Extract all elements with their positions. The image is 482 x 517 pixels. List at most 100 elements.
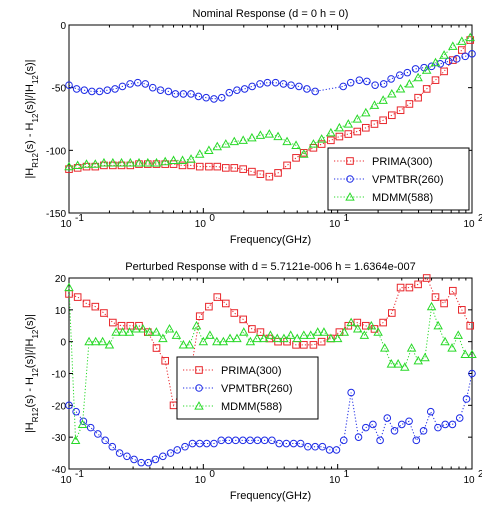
chart2-ytick-label: 0 xyxy=(60,338,66,349)
chart2-data-point xyxy=(239,327,249,336)
chart2-data-point xyxy=(164,324,175,333)
chart1-legend-marker xyxy=(345,192,355,201)
chart1-data-point xyxy=(72,85,81,93)
chart1-data-point xyxy=(316,134,327,143)
chart2-data-point xyxy=(124,327,135,336)
chart2-data-point xyxy=(373,327,383,336)
chart2-data-point xyxy=(224,436,233,445)
chart2-data-point xyxy=(390,427,399,435)
chart1-data-point xyxy=(362,123,370,132)
chart1-data-point xyxy=(178,161,187,170)
chart2-data-point xyxy=(441,420,450,429)
chart1-data-point xyxy=(274,169,282,177)
chart2-ytick-label: -30 xyxy=(52,433,67,444)
chart2-data-point xyxy=(72,407,80,416)
chart1-legend: PRIMA(300) VPMTBR(260) MDMM(588) xyxy=(327,147,470,211)
chart2-data-point xyxy=(366,320,377,330)
chart1-data-point xyxy=(317,140,326,148)
chart1-data-point xyxy=(213,162,222,171)
chart2-ylabel-part: |H xyxy=(24,422,36,433)
chart1-data-point xyxy=(230,164,239,172)
chart2-data-point xyxy=(198,336,209,346)
chart2-series-2 xyxy=(65,369,476,467)
chart2-data-point xyxy=(422,274,431,282)
chart1-ylabel-part: |H xyxy=(24,168,36,179)
chart2-data-point xyxy=(181,442,189,451)
chart2-data-point xyxy=(285,330,296,339)
chart1-data-point xyxy=(369,100,380,109)
chart1-xtick-exponent: 1 xyxy=(344,213,350,224)
chart1-data-point xyxy=(222,164,230,172)
chart2-data-point xyxy=(90,336,101,346)
chart1-ylabel-part: R12 xyxy=(31,153,40,168)
chart1-data-point xyxy=(156,86,165,94)
chart2-data-point xyxy=(335,328,344,336)
chart1-data-point xyxy=(311,87,319,96)
chart2-data-point xyxy=(231,436,240,445)
chart2-data-point xyxy=(275,439,283,448)
chart2-data-point xyxy=(191,320,202,330)
chart2-data-point xyxy=(406,343,417,352)
chart1-data-point xyxy=(194,149,205,158)
chart2-legend-label: VPMTBR(260) xyxy=(221,383,293,395)
chart2-data-point xyxy=(447,343,457,352)
chart1-data-point xyxy=(282,136,292,146)
chart2-data-point xyxy=(460,349,470,359)
chart2-data-point xyxy=(296,439,305,448)
chart2-data-point xyxy=(379,343,390,352)
chart2-data-point xyxy=(100,309,108,317)
chart2-data-point xyxy=(131,324,141,333)
chart1-data-point xyxy=(217,93,226,102)
chart2-data-point xyxy=(268,436,276,445)
chart2-data-point xyxy=(65,401,73,410)
chart2-data-point xyxy=(260,436,269,445)
chart2-data-point xyxy=(138,324,148,333)
chart1-xtick-exponent: -1 xyxy=(75,213,84,224)
chart1-data-point xyxy=(238,135,248,144)
chart2-data-point xyxy=(178,339,189,349)
chart1-data-point xyxy=(116,157,127,167)
chart1-series-3 xyxy=(64,32,475,171)
chart2-data-point xyxy=(362,423,370,432)
chart1-data-point xyxy=(457,36,467,45)
chart1-data-point xyxy=(430,57,441,67)
chart2-data-point xyxy=(253,436,262,445)
chart2-data-point xyxy=(354,433,363,441)
chart2-data-point xyxy=(137,458,146,467)
chart2-data-point xyxy=(171,330,182,339)
chart2-data-point xyxy=(419,427,428,435)
chart2-data-point xyxy=(468,369,476,378)
chart2-data-point xyxy=(440,336,450,346)
chart2-xtick-label: 10 xyxy=(329,475,341,486)
chart2-data-point xyxy=(115,449,124,457)
chart2-data-point xyxy=(73,293,82,301)
chart1-data-point xyxy=(444,57,453,66)
chart1-ylabel-part: 12 xyxy=(31,113,40,122)
chart2-data-point xyxy=(433,320,443,330)
chart2-data-point xyxy=(332,446,341,454)
chart2-xtick-exponent: 1 xyxy=(344,469,350,480)
chart1-data-point xyxy=(448,41,458,50)
chart1-legend-marker xyxy=(346,175,354,183)
chart2-data-point xyxy=(431,293,440,301)
chart2-ylabel-part: (s) - H xyxy=(24,377,36,408)
chart2-data-point xyxy=(86,423,95,432)
chart2-ylabel-part: 12 xyxy=(31,368,40,377)
chart1-data-point xyxy=(449,56,457,64)
chart1-data-point xyxy=(72,160,83,169)
chart2-data-point xyxy=(466,321,475,330)
chart1-series-line xyxy=(68,37,471,168)
chart1-data-point xyxy=(413,72,423,82)
chart1-data-point xyxy=(339,82,348,91)
chart1-ytick-label: -150 xyxy=(46,209,66,220)
chart1-ylabel-part: (s)| xyxy=(24,59,36,75)
chart1-data-point xyxy=(125,157,136,167)
chart2-data-point xyxy=(359,330,370,339)
chart1-data-point xyxy=(111,85,119,93)
chart2-legend-marker xyxy=(195,366,203,374)
chart2-data-point xyxy=(161,356,169,365)
chart2-legend-label: PRIMA(300) xyxy=(221,365,282,377)
chart2-data-point xyxy=(158,333,168,343)
chart1-data-point xyxy=(371,81,379,89)
chart1-data-point xyxy=(346,78,355,87)
